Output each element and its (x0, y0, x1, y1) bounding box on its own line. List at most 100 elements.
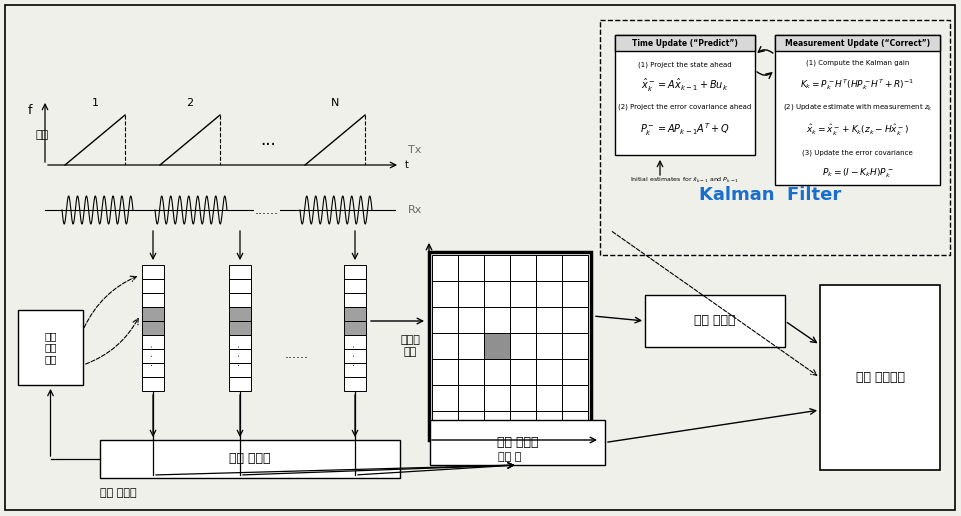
Text: $P_k = (I - K_k H)P^-_k$: $P_k = (I - K_k H)P^-_k$ (822, 166, 894, 180)
Text: ......: ...... (285, 348, 309, 362)
Bar (458, 281, 484, 307)
Bar (536, 411, 562, 437)
Bar (645, 295, 785, 347)
Text: Measurement Update (“Correct”): Measurement Update (“Correct”) (785, 39, 930, 47)
Bar (484, 281, 510, 307)
Bar (510, 359, 536, 385)
Bar (344, 293, 366, 307)
Text: 거리 빈: 거리 빈 (499, 452, 522, 462)
Text: ·  ·  ·: · · · (350, 344, 360, 366)
Bar (510, 385, 536, 411)
Text: t: t (405, 160, 408, 170)
Text: f: f (28, 104, 33, 117)
Text: (1) Compute the Kalman gain: (1) Compute the Kalman gain (806, 60, 909, 66)
Bar (344, 363, 366, 377)
Bar (430, 420, 605, 465)
Bar (536, 307, 562, 333)
Text: Time Update (“Predict”): Time Update (“Predict”) (632, 39, 738, 47)
Bar (142, 363, 164, 377)
Text: $P^-_k = AP_{k-1}A^T + Q$: $P^-_k = AP_{k-1}A^T + Q$ (640, 122, 730, 138)
Text: 추적 알고리즘: 추적 알고리즘 (855, 371, 904, 384)
Bar (432, 307, 458, 333)
Bar (484, 307, 510, 333)
Bar (344, 279, 366, 293)
Bar (562, 359, 588, 385)
Bar (562, 281, 588, 307)
Bar (484, 359, 510, 385)
Bar (344, 307, 366, 321)
Bar (229, 363, 251, 377)
Bar (510, 411, 536, 437)
Text: Rx: Rx (408, 205, 423, 215)
Text: (1) Project the state ahead: (1) Project the state ahead (638, 62, 732, 68)
Bar (458, 385, 484, 411)
Bar (429, 252, 591, 440)
Text: 도플러
빈내: 도플러 빈내 (400, 335, 420, 357)
Bar (536, 255, 562, 281)
Bar (432, 359, 458, 385)
Text: 2: 2 (186, 98, 193, 108)
Bar (100, 440, 400, 478)
Text: 램프: 램프 (35, 130, 48, 140)
Bar (484, 411, 510, 437)
Bar (142, 377, 164, 391)
Bar (142, 265, 164, 279)
Bar (142, 349, 164, 363)
Text: (2) Project the error covariance ahead: (2) Project the error covariance ahead (618, 104, 752, 110)
Bar (600, 20, 950, 255)
Bar (615, 35, 755, 51)
Bar (344, 265, 366, 279)
Bar (432, 385, 458, 411)
Text: N: N (331, 98, 339, 108)
Text: $K_k = P^-_k H^T(HP^-_k H^T + R)^{-1}$: $K_k = P^-_k H^T(HP^-_k H^T + R)^{-1}$ (801, 77, 915, 92)
Bar (562, 385, 588, 411)
Bar (458, 307, 484, 333)
Bar (458, 255, 484, 281)
Bar (229, 377, 251, 391)
Bar (775, 35, 940, 185)
Bar (344, 349, 366, 363)
Text: (2) Update estimate with measurement $z_k$: (2) Update estimate with measurement $z_… (782, 102, 932, 112)
Bar (432, 281, 458, 307)
Text: Initial estimates for $\hat{x}_{k-1}$ and $P_{k-1}$: Initial estimates for $\hat{x}_{k-1}$ an… (630, 175, 739, 185)
Bar (18, 310, 83, 385)
Text: (3) Update the error covariance: (3) Update the error covariance (802, 150, 913, 156)
Text: ......: ...... (255, 203, 279, 217)
Bar (458, 411, 484, 437)
Bar (775, 35, 940, 51)
Bar (615, 35, 755, 155)
Bar (458, 333, 484, 359)
Bar (484, 385, 510, 411)
Text: ...: ... (260, 131, 276, 149)
Bar (484, 333, 510, 359)
Bar (432, 333, 458, 359)
Text: $\hat{x}_k = \hat{x}^-_k + K_k(z_k - H\hat{x}^-_k)$: $\hat{x}_k = \hat{x}^-_k + K_k(z_k - H\h… (806, 122, 909, 138)
Bar (536, 333, 562, 359)
Bar (536, 281, 562, 307)
Bar (344, 335, 366, 349)
Bar (562, 255, 588, 281)
Bar (344, 377, 366, 391)
Text: 타겟 인덱스: 타겟 인덱스 (100, 488, 136, 498)
Bar (562, 307, 588, 333)
Bar (229, 335, 251, 349)
Bar (229, 349, 251, 363)
Bar (458, 359, 484, 385)
Text: Kalman  Filter: Kalman Filter (699, 186, 841, 204)
Bar (229, 265, 251, 279)
Bar (510, 255, 536, 281)
Bar (142, 279, 164, 293)
Bar (142, 293, 164, 307)
Bar (562, 411, 588, 437)
Bar (484, 255, 510, 281)
Bar (562, 333, 588, 359)
Bar (344, 321, 366, 335)
Text: $\hat{x}^-_k = A\hat{x}_{k-1} + Bu_k$: $\hat{x}^-_k = A\hat{x}_{k-1} + Bu_k$ (641, 76, 728, 93)
Text: Tx: Tx (408, 145, 421, 155)
Bar (510, 307, 536, 333)
Text: 각도 탐지부: 각도 탐지부 (497, 436, 538, 449)
Text: ·  ·  ·: · · · (235, 344, 245, 366)
Text: ·  ·  ·: · · · (148, 344, 158, 366)
Bar (536, 359, 562, 385)
Bar (432, 411, 458, 437)
